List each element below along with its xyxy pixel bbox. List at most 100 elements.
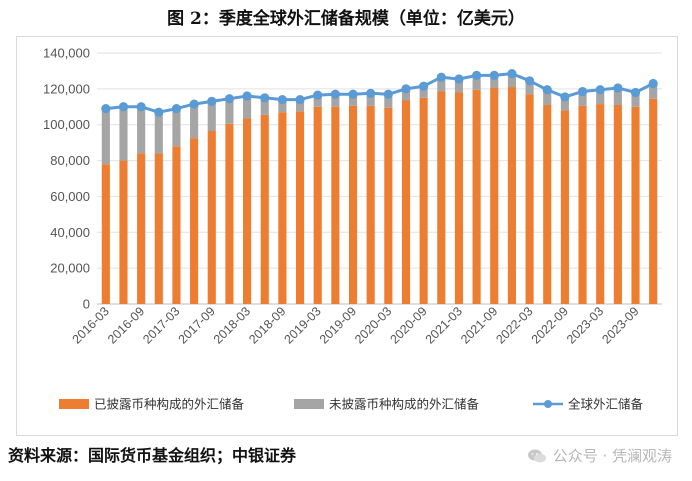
figure-title: 图 2：季度全球外汇储备规模（单位：亿美元） (167, 9, 525, 29)
bar-undisclosed (190, 104, 199, 139)
bar-disclosed (384, 107, 393, 304)
total-reserves-point (295, 95, 305, 105)
bar-undisclosed (596, 88, 605, 105)
total-reserves-point (401, 84, 411, 94)
x-tick-label: 2019-03 (281, 304, 323, 346)
total-reserves-point (154, 107, 164, 117)
legend-swatch-total-marker (544, 400, 552, 408)
bar-disclosed (207, 130, 216, 304)
source-note: 资料来源：国际货币基金组织；中银证券 (8, 446, 297, 465)
bar-disclosed (472, 89, 481, 304)
x-tick-label: 2017-09 (176, 304, 218, 346)
x-tick-label: 2020-09 (387, 304, 429, 346)
x-tick-label: 2016-03 (70, 304, 112, 346)
bar-undisclosed (454, 78, 464, 93)
legend-label: 全球外汇储备 (568, 397, 644, 412)
total-reserves-point (577, 86, 588, 97)
total-reserves-point (383, 89, 393, 99)
bar-disclosed (190, 138, 199, 304)
bar-undisclosed (331, 94, 340, 107)
bar-disclosed (260, 114, 269, 304)
total-reserves-point (189, 99, 199, 109)
x-tick-label: 2021-03 (423, 304, 465, 346)
total-reserves-point (560, 92, 570, 102)
bar-undisclosed (384, 94, 393, 108)
total-reserves-point (542, 85, 552, 95)
total-reserves-point (595, 85, 605, 95)
bar-disclosed (419, 97, 428, 304)
bar-undisclosed (348, 94, 358, 106)
total-reserves-point (472, 70, 482, 81)
bar-disclosed (490, 87, 499, 304)
total-reserves-point (630, 87, 641, 98)
bar-disclosed (154, 153, 163, 304)
bar-undisclosed (578, 91, 587, 106)
bar-undisclosed (419, 86, 428, 98)
bar-disclosed (613, 104, 622, 304)
x-tick-label: 2023-09 (599, 304, 641, 346)
bar-undisclosed (437, 77, 446, 92)
reserves-chart: 0 20,000 40,000 60,000 80,000 100,000 120,000 1… (43, 46, 662, 412)
bar-disclosed (172, 146, 181, 304)
bar-disclosed (543, 104, 552, 304)
legend-label: 已披露币种构成的外汇储备 (94, 397, 245, 412)
bar-disclosed (348, 105, 358, 304)
bar-disclosed (225, 123, 234, 304)
x-tick-label: 2019-09 (317, 304, 359, 346)
bar-undisclosed (507, 73, 516, 88)
total-reserves-point (207, 96, 217, 107)
bar-disclosed (560, 110, 569, 304)
bar-disclosed (649, 98, 658, 304)
bar-undisclosed (366, 93, 375, 106)
x-tick-label: 2017-03 (140, 304, 182, 346)
x-tick-label: 2018-03 (211, 304, 253, 346)
total-reserves-point (171, 103, 182, 114)
bar-disclosed (578, 105, 587, 304)
bar-disclosed (243, 118, 252, 304)
bar-disclosed (525, 94, 534, 304)
bar-disclosed (596, 104, 605, 304)
x-tick-label: 2023-03 (564, 304, 606, 346)
legend-label: 未披露币种构成的外汇储备 (329, 397, 480, 412)
total-reserves-point (436, 72, 446, 82)
total-reserves-point (330, 89, 340, 99)
bar-undisclosed (613, 87, 622, 105)
total-reserves-point (348, 89, 358, 99)
total-reserves-point (648, 78, 658, 89)
x-tick-label: 2022-09 (529, 304, 571, 346)
total-reserves-point (277, 95, 287, 105)
bar-undisclosed (295, 99, 305, 112)
total-reserves-point (454, 74, 464, 84)
y-tick-label: 120,000 (43, 81, 90, 96)
y-tick-label: 100,000 (43, 117, 90, 132)
bar-disclosed (631, 106, 640, 305)
total-reserves-point (101, 103, 111, 114)
total-reserves-line (105, 72, 654, 114)
bar-disclosed (313, 106, 322, 305)
bar-disclosed (401, 100, 411, 304)
wechat-icon (527, 449, 546, 462)
bar-undisclosed (119, 106, 128, 161)
legend-swatch-disclosed (59, 399, 89, 409)
x-tick-label: 2021-09 (458, 304, 500, 346)
bar-undisclosed (649, 83, 658, 99)
legend-swatch-undisclosed (294, 399, 324, 409)
bar-undisclosed (278, 99, 287, 113)
bar-undisclosed (543, 89, 552, 105)
bar-disclosed (137, 153, 146, 304)
bar-disclosed (437, 91, 446, 304)
bar-undisclosed (631, 92, 640, 107)
total-reserves-point (419, 81, 429, 91)
y-tick-label: 40,000 (50, 225, 90, 240)
bar-undisclosed (560, 96, 569, 111)
bar-disclosed (119, 160, 128, 304)
y-tick-label: 0 (83, 297, 90, 312)
bar-undisclosed (525, 80, 534, 95)
total-reserves-point (260, 93, 270, 103)
x-tick-label: 2016-09 (105, 304, 147, 346)
bar-undisclosed (472, 75, 481, 90)
bar-disclosed (278, 112, 287, 305)
chart-frame: 0 20,000 40,000 60,000 80,000 100,000 120,000 1… (16, 36, 678, 436)
total-reserves-point (242, 91, 252, 101)
bar-undisclosed (207, 101, 216, 131)
